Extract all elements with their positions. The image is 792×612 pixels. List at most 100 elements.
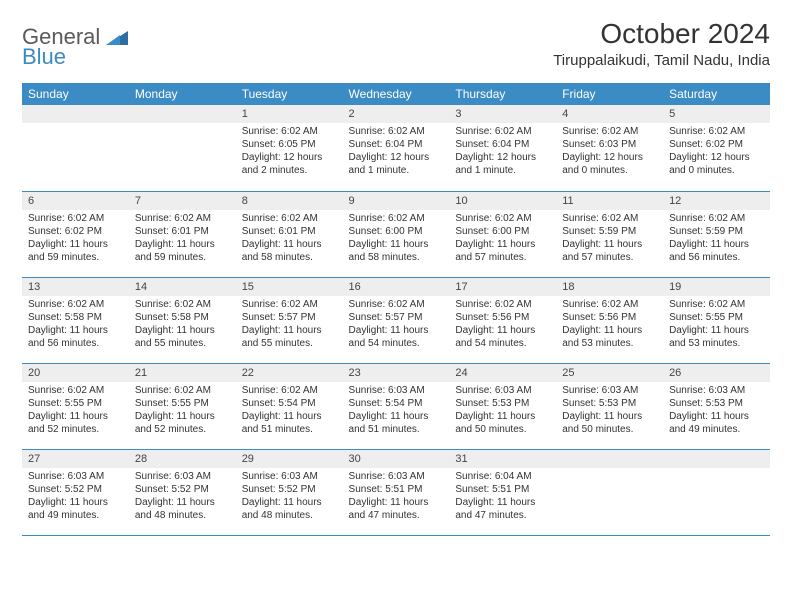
sunset-text: Sunset: 5:58 PM — [28, 311, 123, 324]
day-number: 28 — [129, 450, 236, 468]
daylight-text: Daylight: 11 hours and 51 minutes. — [242, 410, 337, 436]
weekday-header: Saturday — [663, 83, 770, 105]
logo-triangle-icon — [106, 29, 128, 45]
calendar-table: SundayMondayTuesdayWednesdayThursdayFrid… — [22, 83, 770, 536]
sunset-text: Sunset: 5:51 PM — [349, 483, 444, 496]
sunset-text: Sunset: 5:57 PM — [242, 311, 337, 324]
calendar-day-cell: 30Sunrise: 6:03 AMSunset: 5:51 PMDayligh… — [343, 449, 450, 535]
day-body: Sunrise: 6:02 AMSunset: 5:57 PMDaylight:… — [236, 296, 343, 354]
day-number: 11 — [556, 192, 663, 210]
calendar-day-cell: 7Sunrise: 6:02 AMSunset: 6:01 PMDaylight… — [129, 191, 236, 277]
calendar-day-cell: 5Sunrise: 6:02 AMSunset: 6:02 PMDaylight… — [663, 105, 770, 191]
day-body: Sunrise: 6:02 AMSunset: 5:55 PMDaylight:… — [663, 296, 770, 354]
day-number: 3 — [449, 105, 556, 123]
day-number: 13 — [22, 278, 129, 296]
day-body: Sunrise: 6:02 AMSunset: 5:58 PMDaylight:… — [22, 296, 129, 354]
day-body: Sunrise: 6:02 AMSunset: 6:02 PMDaylight:… — [22, 210, 129, 268]
daylight-text: Daylight: 12 hours and 0 minutes. — [562, 151, 657, 177]
day-number: 23 — [343, 364, 450, 382]
day-number: 24 — [449, 364, 556, 382]
day-body: Sunrise: 6:02 AMSunset: 6:02 PMDaylight:… — [663, 123, 770, 181]
day-body: Sunrise: 6:02 AMSunset: 5:58 PMDaylight:… — [129, 296, 236, 354]
sunset-text: Sunset: 6:01 PM — [242, 225, 337, 238]
sunrise-text: Sunrise: 6:03 AM — [562, 384, 657, 397]
day-number: 9 — [343, 192, 450, 210]
weekday-header: Sunday — [22, 83, 129, 105]
day-number: 16 — [343, 278, 450, 296]
calendar-day-cell: 23Sunrise: 6:03 AMSunset: 5:54 PMDayligh… — [343, 363, 450, 449]
sunrise-text: Sunrise: 6:02 AM — [562, 212, 657, 225]
day-number: 19 — [663, 278, 770, 296]
calendar-body: 1Sunrise: 6:02 AMSunset: 6:05 PMDaylight… — [22, 105, 770, 535]
logo-sub: Blue — [22, 44, 66, 70]
calendar-day-cell: 16Sunrise: 6:02 AMSunset: 5:57 PMDayligh… — [343, 277, 450, 363]
calendar-week-row: 13Sunrise: 6:02 AMSunset: 5:58 PMDayligh… — [22, 277, 770, 363]
day-number-empty — [22, 105, 129, 123]
sunset-text: Sunset: 5:56 PM — [455, 311, 550, 324]
sunrise-text: Sunrise: 6:02 AM — [135, 384, 230, 397]
daylight-text: Daylight: 11 hours and 53 minutes. — [562, 324, 657, 350]
sunset-text: Sunset: 5:59 PM — [669, 225, 764, 238]
calendar-day-cell: 20Sunrise: 6:02 AMSunset: 5:55 PMDayligh… — [22, 363, 129, 449]
sunset-text: Sunset: 5:52 PM — [28, 483, 123, 496]
daylight-text: Daylight: 12 hours and 1 minute. — [349, 151, 444, 177]
daylight-text: Daylight: 11 hours and 59 minutes. — [28, 238, 123, 264]
day-body: Sunrise: 6:02 AMSunset: 5:56 PMDaylight:… — [556, 296, 663, 354]
day-body: Sunrise: 6:03 AMSunset: 5:53 PMDaylight:… — [556, 382, 663, 440]
day-body: Sunrise: 6:02 AMSunset: 5:57 PMDaylight:… — [343, 296, 450, 354]
daylight-text: Daylight: 12 hours and 1 minute. — [455, 151, 550, 177]
day-number-empty — [663, 450, 770, 468]
day-number: 2 — [343, 105, 450, 123]
sunrise-text: Sunrise: 6:02 AM — [242, 212, 337, 225]
day-number: 29 — [236, 450, 343, 468]
calendar-day-cell — [556, 449, 663, 535]
calendar-day-cell: 11Sunrise: 6:02 AMSunset: 5:59 PMDayligh… — [556, 191, 663, 277]
day-body: Sunrise: 6:03 AMSunset: 5:51 PMDaylight:… — [343, 468, 450, 526]
calendar-day-cell: 28Sunrise: 6:03 AMSunset: 5:52 PMDayligh… — [129, 449, 236, 535]
daylight-text: Daylight: 11 hours and 50 minutes. — [455, 410, 550, 436]
day-body: Sunrise: 6:03 AMSunset: 5:52 PMDaylight:… — [22, 468, 129, 526]
daylight-text: Daylight: 11 hours and 50 minutes. — [562, 410, 657, 436]
day-number: 8 — [236, 192, 343, 210]
daylight-text: Daylight: 11 hours and 54 minutes. — [349, 324, 444, 350]
sunset-text: Sunset: 5:58 PM — [135, 311, 230, 324]
header: General October 2024 Tiruppalaikudi, Tam… — [22, 18, 770, 69]
day-body: Sunrise: 6:02 AMSunset: 5:59 PMDaylight:… — [663, 210, 770, 268]
day-number: 31 — [449, 450, 556, 468]
sunrise-text: Sunrise: 6:02 AM — [349, 125, 444, 138]
weekday-header: Tuesday — [236, 83, 343, 105]
day-number: 15 — [236, 278, 343, 296]
calendar-day-cell: 4Sunrise: 6:02 AMSunset: 6:03 PMDaylight… — [556, 105, 663, 191]
weekday-header: Friday — [556, 83, 663, 105]
calendar-day-cell: 2Sunrise: 6:02 AMSunset: 6:04 PMDaylight… — [343, 105, 450, 191]
daylight-text: Daylight: 11 hours and 57 minutes. — [455, 238, 550, 264]
sunset-text: Sunset: 5:53 PM — [669, 397, 764, 410]
calendar-day-cell: 6Sunrise: 6:02 AMSunset: 6:02 PMDaylight… — [22, 191, 129, 277]
calendar-day-cell: 13Sunrise: 6:02 AMSunset: 5:58 PMDayligh… — [22, 277, 129, 363]
day-body: Sunrise: 6:02 AMSunset: 6:00 PMDaylight:… — [449, 210, 556, 268]
day-number: 20 — [22, 364, 129, 382]
sunrise-text: Sunrise: 6:02 AM — [562, 125, 657, 138]
calendar-week-row: 27Sunrise: 6:03 AMSunset: 5:52 PMDayligh… — [22, 449, 770, 535]
sunrise-text: Sunrise: 6:02 AM — [135, 212, 230, 225]
sunrise-text: Sunrise: 6:02 AM — [349, 212, 444, 225]
day-number: 12 — [663, 192, 770, 210]
day-number: 5 — [663, 105, 770, 123]
sunset-text: Sunset: 5:52 PM — [242, 483, 337, 496]
daylight-text: Daylight: 11 hours and 52 minutes. — [135, 410, 230, 436]
sunrise-text: Sunrise: 6:04 AM — [455, 470, 550, 483]
day-body: Sunrise: 6:03 AMSunset: 5:52 PMDaylight:… — [129, 468, 236, 526]
sunrise-text: Sunrise: 6:02 AM — [242, 125, 337, 138]
sunrise-text: Sunrise: 6:02 AM — [28, 384, 123, 397]
calendar-day-cell: 19Sunrise: 6:02 AMSunset: 5:55 PMDayligh… — [663, 277, 770, 363]
calendar-day-cell: 3Sunrise: 6:02 AMSunset: 6:04 PMDaylight… — [449, 105, 556, 191]
daylight-text: Daylight: 11 hours and 49 minutes. — [28, 496, 123, 522]
calendar-day-cell — [663, 449, 770, 535]
daylight-text: Daylight: 12 hours and 0 minutes. — [669, 151, 764, 177]
calendar-day-cell — [129, 105, 236, 191]
sunrise-text: Sunrise: 6:02 AM — [562, 298, 657, 311]
calendar-day-cell: 9Sunrise: 6:02 AMSunset: 6:00 PMDaylight… — [343, 191, 450, 277]
calendar-day-cell: 17Sunrise: 6:02 AMSunset: 5:56 PMDayligh… — [449, 277, 556, 363]
sunrise-text: Sunrise: 6:03 AM — [28, 470, 123, 483]
day-number-empty — [556, 450, 663, 468]
